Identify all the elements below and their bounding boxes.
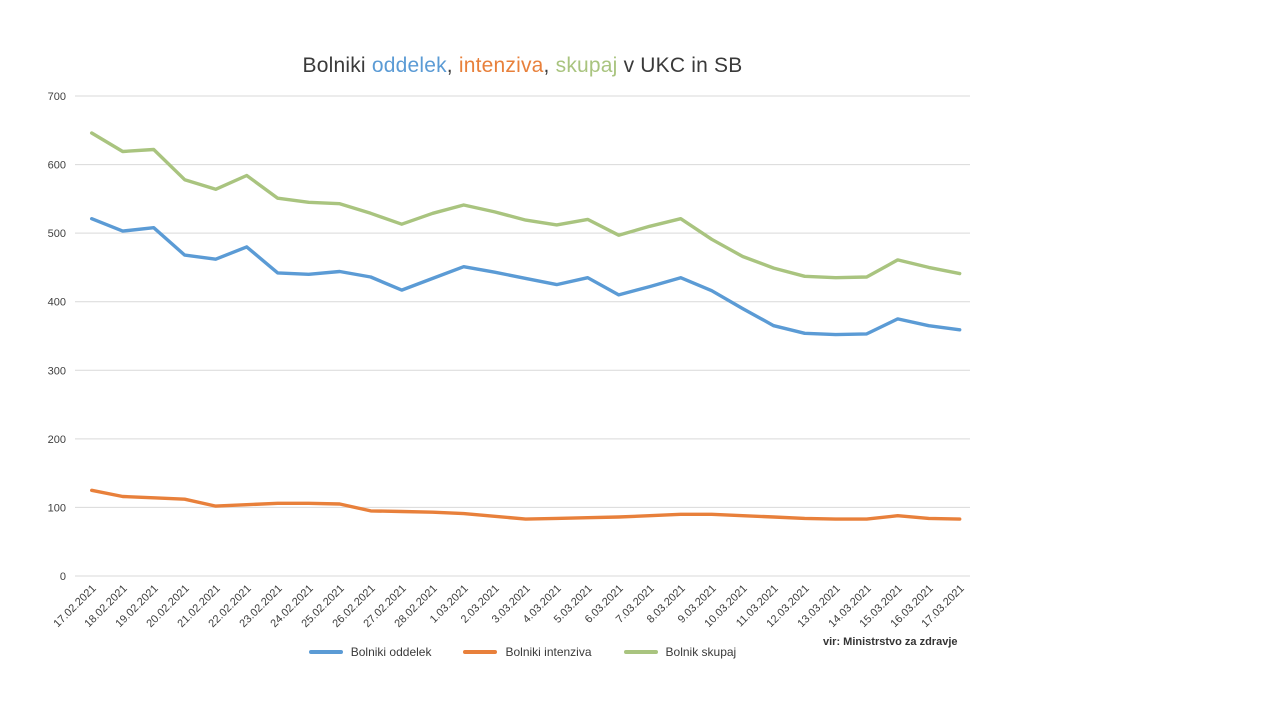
chart-legend: Bolniki oddelek Bolniki intenziva Bolnik… (75, 645, 970, 659)
legend-label: Bolniki intenziva (505, 645, 592, 659)
y-axis-tick-label: 200 (48, 434, 66, 446)
title-comma-1: , (446, 54, 459, 77)
legend-swatch-line-icon (463, 650, 498, 654)
legend-item-bolniki-oddelek: Bolniki oddelek (308, 645, 432, 659)
series-line-bolniki-oddelek (89, 216, 962, 337)
title-word-oddelek: oddelek (371, 54, 447, 77)
title-word-skupaj: skupaj (555, 54, 618, 77)
legend-swatch-line-icon (623, 650, 658, 654)
title-part-1: Bolniki (302, 54, 372, 77)
legend-label: Bolnik skupaj (665, 645, 737, 659)
title-comma-2: , (543, 54, 556, 77)
legend-item-bolniki-intenziva: Bolniki intenziva (463, 645, 592, 659)
y-axis-tick-label: 400 (48, 297, 66, 309)
legend-label: Bolniki oddelek (350, 645, 432, 659)
y-axis-tick-label: 700 (48, 91, 66, 103)
y-axis-tick-label: 300 (48, 365, 66, 377)
title-word-intenziva: intenziva (458, 54, 544, 77)
chart-title: Bolniki oddelek, intenziva, skupaj v UKC… (75, 54, 970, 78)
source-note: vir: Ministrstvo za zdravje (823, 636, 958, 648)
series-line-bolniki-intenziva (89, 488, 962, 521)
y-axis-tick-label: 0 (60, 571, 66, 583)
y-axis-tick-label: 100 (48, 502, 66, 514)
legend-item-bolnik-skupaj: Bolnik skupaj (623, 645, 737, 659)
legend-swatch-line-icon (308, 650, 343, 654)
y-axis-tick-label: 600 (48, 160, 66, 172)
y-axis-tick-label: 500 (48, 228, 66, 240)
series-line-bolnik-skupaj (89, 131, 962, 280)
title-part-2: v UKC in SB (617, 54, 743, 77)
